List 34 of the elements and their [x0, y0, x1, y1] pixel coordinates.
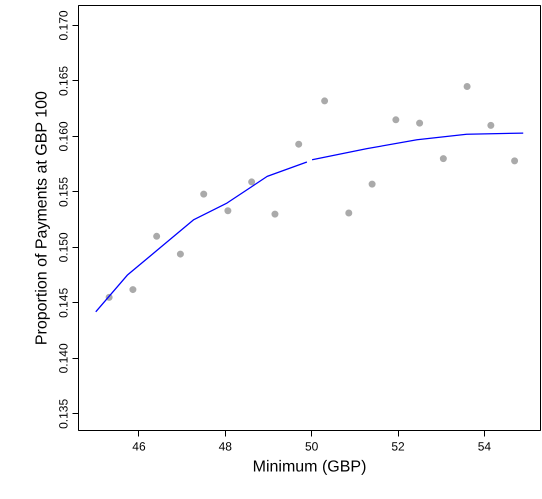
y-axis-title: Proportion of Payments at GBP 100 — [34, 91, 50, 346]
x-axis-title: Minimum (GBP) — [252, 458, 366, 476]
point — [295, 140, 302, 148]
point — [464, 83, 471, 90]
point — [224, 207, 232, 214]
y-tick-label: 0.165 — [56, 66, 70, 96]
y-tick-label: 0.160 — [56, 121, 70, 152]
y-tick-label: 0.150 — [56, 232, 70, 262]
point — [440, 155, 447, 162]
point — [129, 286, 136, 294]
point — [511, 157, 518, 164]
point — [487, 122, 494, 129]
point — [416, 120, 424, 127]
x-tick-label: 54 — [478, 440, 492, 454]
y-tick-label: 0.140 — [56, 343, 70, 374]
x-tick-label: 48 — [218, 440, 232, 454]
point — [271, 210, 278, 218]
y-tick-label: 0.145 — [56, 288, 70, 318]
y-tick-label: 0.170 — [56, 10, 70, 40]
y-tick-label: 0.155 — [56, 176, 70, 207]
point — [248, 178, 256, 186]
point — [368, 180, 376, 188]
x-tick-label: 52 — [391, 440, 406, 454]
point — [200, 190, 208, 198]
point — [392, 116, 400, 124]
line-series — [311, 132, 524, 160]
point — [176, 250, 184, 258]
point — [153, 232, 160, 240]
line-series — [95, 161, 308, 312]
x-tick-label: 50 — [304, 440, 319, 454]
x-tick-label: 46 — [132, 440, 146, 454]
point — [345, 210, 352, 216]
point — [321, 97, 328, 104]
y-tick-label: 0.135 — [56, 398, 70, 429]
